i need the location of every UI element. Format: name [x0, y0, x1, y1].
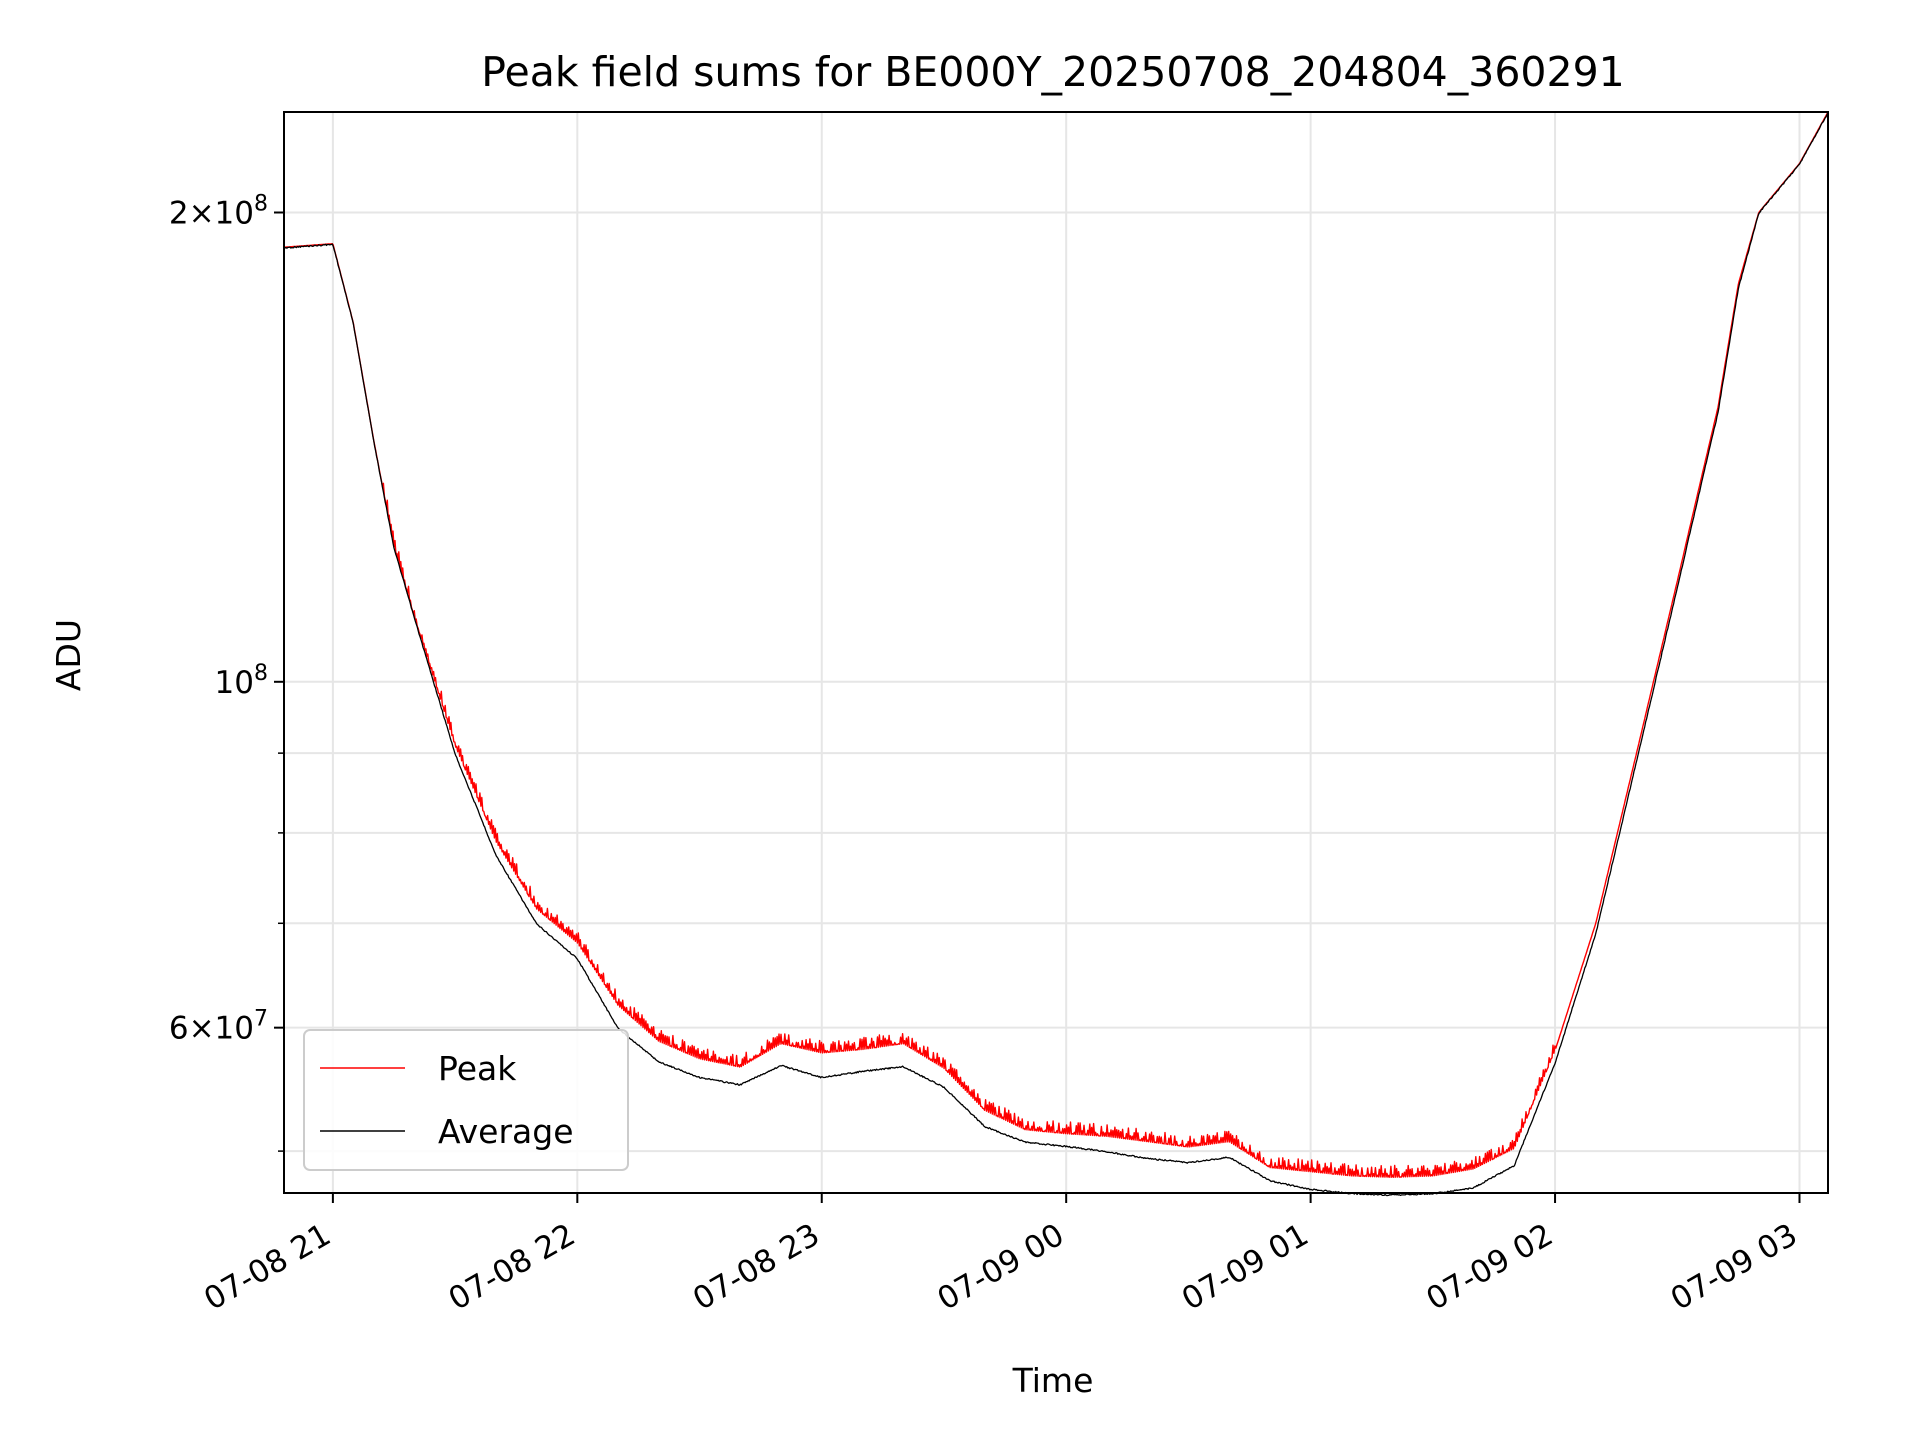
- y-tick-label: 108: [215, 661, 268, 701]
- y-axis-label: ADU: [49, 619, 88, 691]
- x-axis-label: Time: [1012, 1361, 1094, 1400]
- y-tick-label-exponent: 7: [254, 1007, 268, 1032]
- y-tick-label: 2×108: [169, 191, 268, 231]
- series-peak-line: [283, 111, 1829, 1178]
- series-average-line: [284, 112, 1829, 1197]
- y-tick-label: 6×107: [169, 1007, 268, 1047]
- y-tick-label-base: 2×10: [169, 195, 254, 231]
- plot-frame: [283, 111, 1829, 1194]
- legend: Peak Average: [303, 1029, 629, 1171]
- series-layer: [283, 111, 1829, 1197]
- y-tick-label-base: 6×10: [169, 1011, 254, 1047]
- legend-peak-label: Peak: [438, 1049, 517, 1088]
- legend-average-label: Average: [438, 1112, 574, 1151]
- y-tick-label-exponent: 8: [254, 661, 268, 686]
- chart-title: Peak field sums for BE000Y_20250708_2048…: [481, 48, 1625, 96]
- y-tick-label-base: 10: [215, 665, 254, 701]
- legend-box: [303, 1029, 629, 1171]
- y-tick-label-exponent: 8: [254, 191, 268, 216]
